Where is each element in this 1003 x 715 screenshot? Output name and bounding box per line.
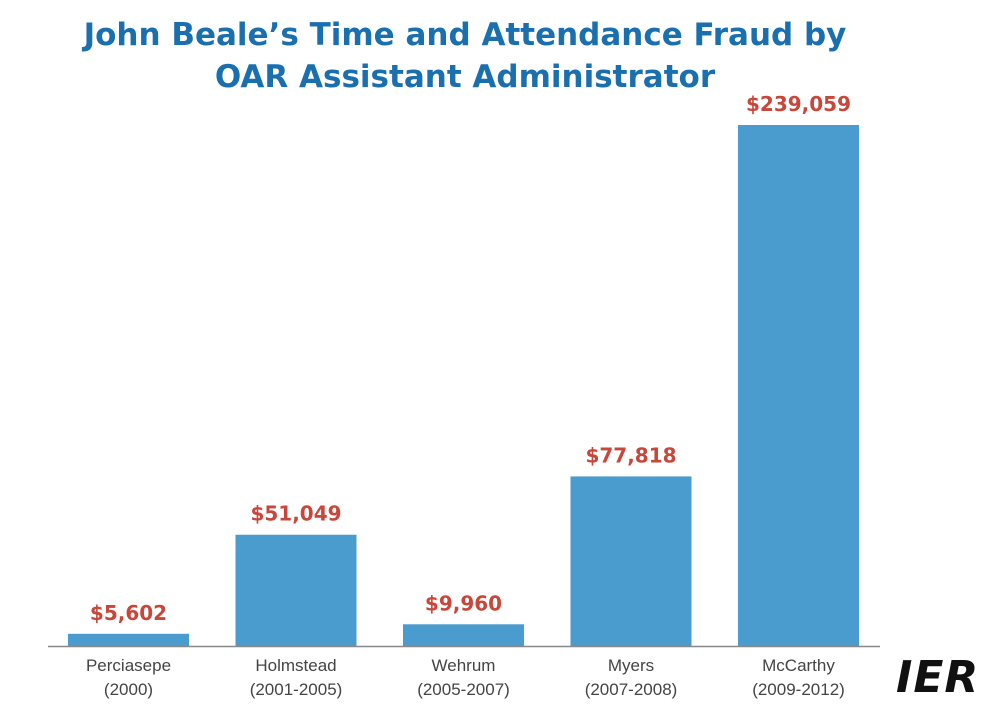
x-tick-label: Perciasepe <box>86 656 171 675</box>
data-label: $9,960 <box>425 591 502 615</box>
x-tick-label: (2005-2007) <box>417 680 510 699</box>
data-label: $239,059 <box>746 92 851 116</box>
x-tick-label: Holmstead <box>255 656 336 675</box>
data-label: $77,818 <box>585 443 676 467</box>
x-tick-label: Myers <box>608 656 654 675</box>
bar <box>738 125 859 646</box>
x-tick-label: (2009-2012) <box>752 680 845 699</box>
x-tick-label: (2001-2005) <box>250 680 343 699</box>
x-tick-label: McCarthy <box>762 656 835 675</box>
data-label: $51,049 <box>250 502 341 526</box>
bar <box>570 476 692 646</box>
chart-title-line-1: John Beale’s Time and Attendance Fraud b… <box>83 17 847 53</box>
x-tick-label: (2000) <box>104 680 153 699</box>
x-tick-label: Wehrum <box>432 656 496 675</box>
x-tick-label: (2007-2008) <box>585 680 678 699</box>
bar <box>403 624 524 646</box>
bar <box>68 633 189 646</box>
data-label: $5,602 <box>90 601 167 625</box>
chart-title-line-2: OAR Assistant Administrator <box>214 59 716 95</box>
ier-logo: IER <box>896 652 980 703</box>
bar <box>235 534 357 646</box>
chart-title: John Beale’s Time and Attendance Fraud b… <box>0 14 930 98</box>
